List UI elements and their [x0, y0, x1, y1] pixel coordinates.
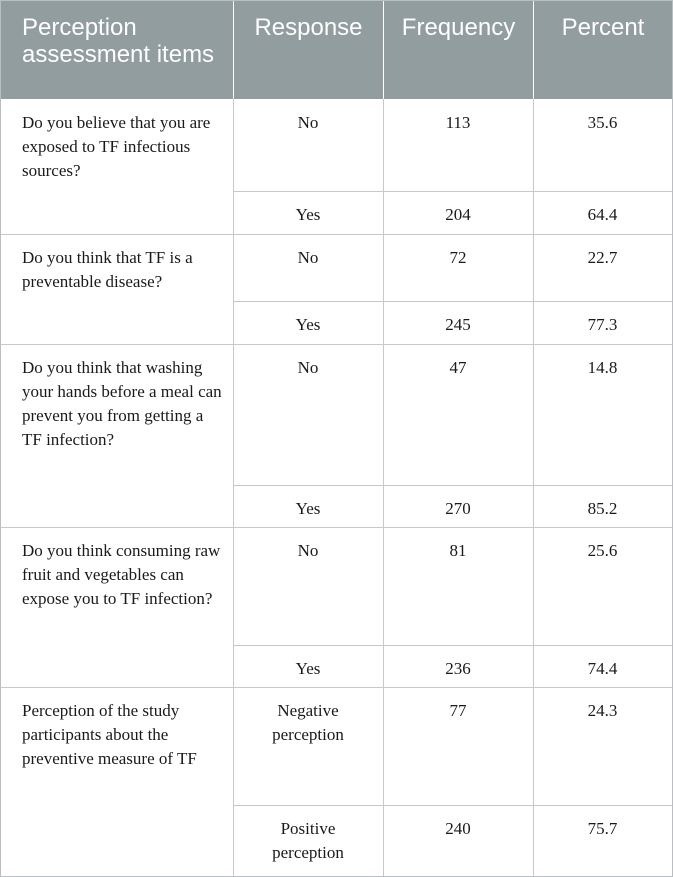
frequency-cell: 81 — [449, 541, 467, 560]
group-divider — [1, 234, 672, 235]
response-cell: No — [297, 248, 319, 267]
frequency-cell: 72 — [449, 248, 467, 267]
column-header-response: Response — [233, 1, 383, 99]
column-header-frequency: Frequency — [383, 1, 533, 99]
frequency-cell: 47 — [449, 358, 467, 377]
response-cell: Yes — [295, 499, 321, 518]
response-cell: Positive perception — [272, 819, 344, 862]
percent-cell: 77.3 — [587, 315, 618, 334]
frequency-cell: 236 — [445, 659, 471, 678]
group-divider — [1, 527, 672, 528]
percent-cell: 64.4 — [587, 205, 618, 224]
assessment-item: Do you think that washing your hands bef… — [22, 358, 222, 449]
column-divider — [533, 99, 534, 876]
response-cell: Yes — [295, 659, 321, 678]
response-cell: No — [297, 113, 319, 132]
response-cell: Negative perception — [272, 701, 344, 744]
percent-cell: 25.6 — [587, 541, 618, 560]
row-divider — [233, 805, 672, 806]
row-divider — [233, 301, 672, 302]
assessment-item: Do you believe that you are exposed to T… — [22, 113, 211, 180]
frequency-cell: 77 — [449, 701, 467, 720]
column-divider — [383, 99, 384, 876]
percent-cell: 14.8 — [587, 358, 618, 377]
row-divider — [233, 485, 672, 486]
column-divider — [233, 99, 234, 876]
frequency-cell: 240 — [445, 819, 471, 838]
percent-cell: 75.7 — [587, 819, 618, 838]
frequency-cell: 204 — [445, 205, 471, 224]
response-cell: Yes — [295, 205, 321, 224]
percent-cell: 24.3 — [587, 701, 618, 720]
assessment-item: Do you think consuming raw fruit and veg… — [22, 541, 221, 608]
response-cell: No — [297, 358, 319, 377]
group-divider — [1, 344, 672, 345]
assessment-item: Do you think that TF is a preventable di… — [22, 248, 193, 291]
response-cell: Yes — [295, 315, 321, 334]
row-divider — [233, 191, 672, 192]
table-header: Perception assessment items Response Fre… — [1, 1, 672, 99]
percent-cell: 35.6 — [587, 113, 618, 132]
frequency-cell: 245 — [445, 315, 471, 334]
assessment-item: Perception of the study participants abo… — [22, 701, 197, 768]
percent-cell: 22.7 — [587, 248, 618, 267]
column-header-percent: Percent — [533, 1, 672, 99]
percent-cell: 85.2 — [587, 499, 618, 518]
frequency-cell: 113 — [445, 113, 471, 132]
percent-cell: 74.4 — [587, 659, 618, 678]
column-header-items: Perception assessment items — [22, 14, 215, 68]
response-cell: No — [297, 541, 319, 560]
row-divider — [233, 645, 672, 646]
group-divider — [1, 687, 672, 688]
table-body: Do you believe that you are exposed to T… — [1, 99, 672, 876]
frequency-cell: 270 — [445, 499, 471, 518]
